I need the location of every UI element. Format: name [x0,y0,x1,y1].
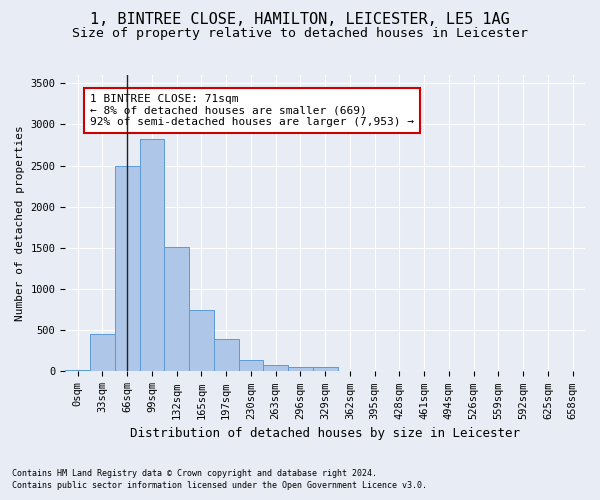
Y-axis label: Number of detached properties: Number of detached properties [15,126,25,321]
Text: Size of property relative to detached houses in Leicester: Size of property relative to detached ho… [72,28,528,40]
Text: Contains HM Land Registry data © Crown copyright and database right 2024.: Contains HM Land Registry data © Crown c… [12,468,377,477]
Text: 1, BINTREE CLOSE, HAMILTON, LEICESTER, LE5 1AG: 1, BINTREE CLOSE, HAMILTON, LEICESTER, L… [90,12,510,28]
Bar [140,139,164,372]
Bar [239,360,263,372]
Bar [313,367,338,372]
Text: 1 BINTREE CLOSE: 71sqm
← 8% of detached houses are smaller (669)
92% of semi-det: 1 BINTREE CLOSE: 71sqm ← 8% of detached … [90,94,414,127]
Bar [90,334,115,372]
Bar [263,366,288,372]
Bar [115,166,140,372]
Bar [65,370,90,372]
Bar [288,367,313,372]
X-axis label: Distribution of detached houses by size in Leicester: Distribution of detached houses by size … [130,427,520,440]
Bar [164,247,189,372]
Bar [214,340,239,372]
Text: Contains public sector information licensed under the Open Government Licence v3: Contains public sector information licen… [12,481,427,490]
Bar [189,310,214,372]
